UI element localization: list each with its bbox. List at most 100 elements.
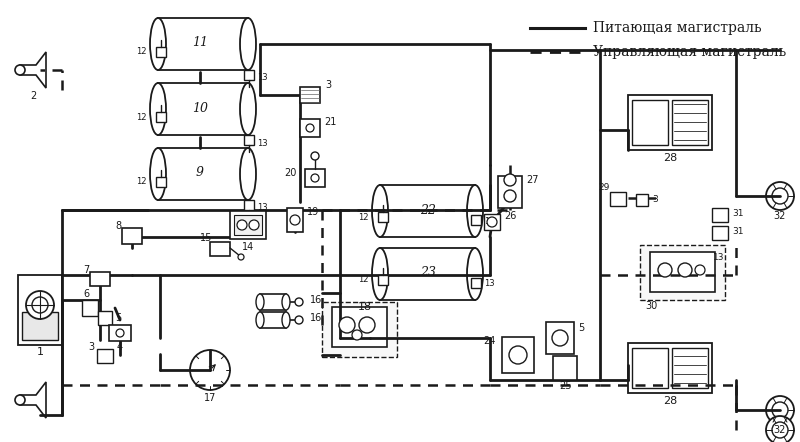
Text: 11: 11 [192, 37, 208, 50]
Circle shape [311, 152, 319, 160]
Bar [712, 226, 728, 240]
Circle shape [237, 220, 247, 230]
Circle shape [695, 265, 705, 275]
Circle shape [772, 402, 788, 418]
Bar [636, 194, 648, 206]
Circle shape [295, 316, 303, 324]
Bar [244, 200, 254, 210]
Bar [471, 278, 481, 288]
Circle shape [249, 220, 259, 230]
Bar [628, 343, 712, 393]
Text: 12: 12 [358, 213, 369, 221]
Bar [632, 348, 668, 388]
Text: 32: 32 [774, 425, 786, 435]
Circle shape [766, 396, 794, 424]
Bar [628, 95, 712, 150]
Ellipse shape [467, 185, 483, 237]
Bar [471, 215, 481, 225]
Text: 10: 10 [192, 102, 208, 114]
Circle shape [509, 346, 527, 364]
Circle shape [238, 254, 244, 260]
Circle shape [339, 317, 355, 333]
Bar [378, 212, 388, 222]
Circle shape [295, 298, 303, 306]
Ellipse shape [467, 248, 483, 300]
Text: 15: 15 [200, 233, 212, 243]
Circle shape [306, 124, 314, 132]
Circle shape [26, 291, 54, 319]
Circle shape [658, 263, 672, 277]
Text: 3: 3 [652, 195, 658, 205]
Bar [109, 325, 131, 341]
Text: 13: 13 [257, 203, 268, 213]
Text: 3: 3 [325, 80, 331, 90]
Ellipse shape [150, 83, 166, 135]
Text: 30: 30 [645, 301, 658, 311]
Ellipse shape [240, 83, 256, 135]
Ellipse shape [150, 18, 166, 70]
Bar [82, 300, 98, 316]
Text: 20: 20 [285, 168, 297, 178]
Bar [18, 275, 62, 345]
Ellipse shape [372, 248, 388, 300]
Bar [498, 176, 522, 208]
Circle shape [504, 174, 516, 186]
Text: 16: 16 [310, 313, 322, 323]
Circle shape [772, 188, 788, 204]
Bar [640, 245, 725, 300]
Text: 12: 12 [137, 113, 147, 122]
Text: 31: 31 [732, 228, 743, 236]
Text: 4: 4 [117, 342, 123, 352]
Circle shape [15, 65, 25, 75]
Bar [305, 169, 325, 187]
Bar [672, 348, 708, 388]
Text: 13: 13 [713, 254, 725, 263]
Text: 21: 21 [324, 117, 336, 127]
Bar [300, 87, 320, 103]
Bar [156, 112, 166, 122]
Bar [156, 177, 166, 187]
Text: 13: 13 [484, 217, 494, 225]
Circle shape [190, 350, 230, 390]
Text: 12: 12 [137, 47, 147, 57]
Ellipse shape [240, 18, 256, 70]
Text: 23: 23 [420, 267, 436, 279]
Bar [90, 272, 110, 286]
Text: 27: 27 [526, 175, 538, 185]
Bar [210, 242, 230, 256]
Bar [158, 148, 248, 200]
Bar [380, 185, 475, 237]
Bar [300, 119, 320, 137]
Text: 6: 6 [83, 289, 89, 299]
Bar [260, 312, 286, 328]
Bar [553, 356, 577, 380]
Text: 24: 24 [484, 336, 496, 346]
Ellipse shape [256, 312, 264, 328]
Circle shape [766, 416, 794, 442]
Text: 25: 25 [558, 381, 571, 391]
Text: 31: 31 [732, 210, 743, 218]
Text: 13: 13 [257, 73, 268, 83]
Text: 28: 28 [663, 153, 677, 163]
Circle shape [766, 182, 794, 210]
Bar [158, 83, 248, 135]
Text: 19: 19 [307, 207, 319, 217]
Circle shape [311, 174, 319, 182]
Text: 3: 3 [88, 342, 94, 352]
Bar [632, 100, 668, 145]
Ellipse shape [282, 294, 290, 310]
Bar [287, 208, 303, 232]
Circle shape [116, 329, 124, 337]
Bar [260, 294, 286, 310]
Bar [122, 228, 142, 244]
Text: 18: 18 [358, 302, 372, 312]
Bar [230, 211, 266, 239]
Text: 26: 26 [504, 211, 516, 221]
Bar [484, 214, 500, 230]
Text: 12: 12 [137, 178, 147, 187]
Bar [244, 135, 254, 145]
Circle shape [352, 330, 362, 340]
Text: 32: 32 [774, 211, 786, 221]
Text: 2: 2 [30, 91, 36, 101]
Bar [712, 208, 728, 222]
